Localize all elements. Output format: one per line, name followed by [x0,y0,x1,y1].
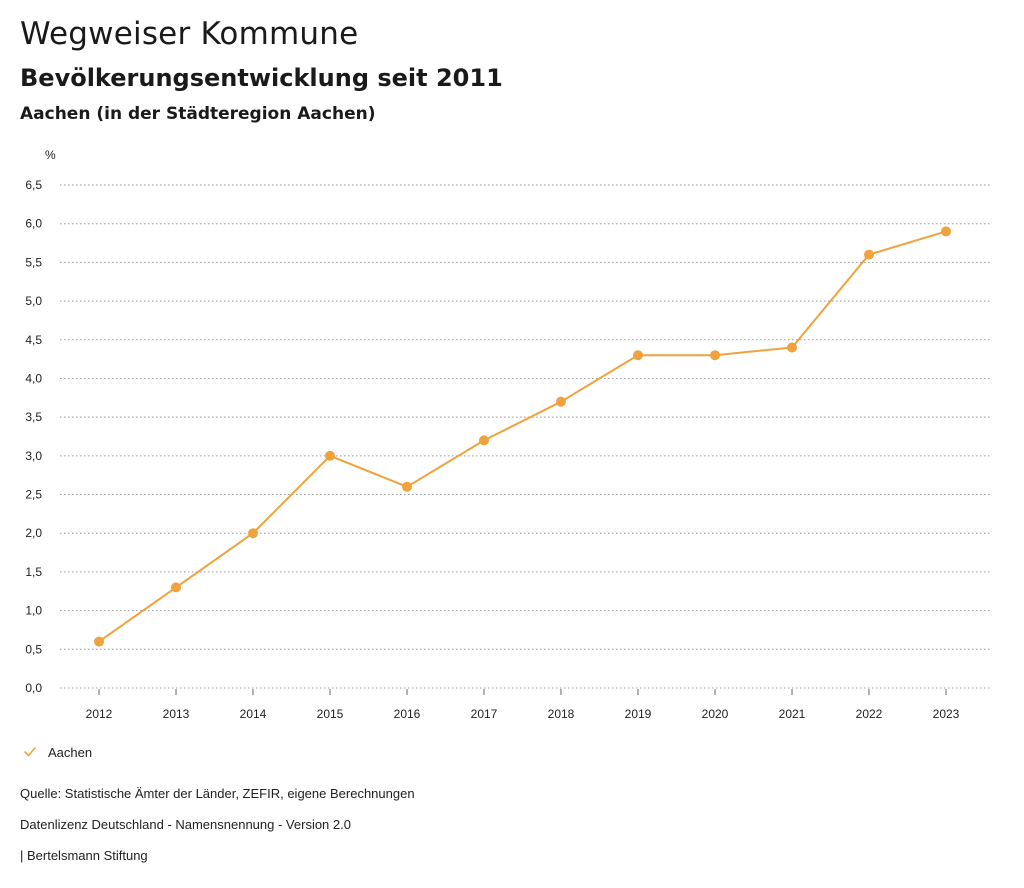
license-note: Datenlizenz Deutschland - Namensnennung … [20,817,351,832]
data-point[interactable] [556,396,566,407]
y-tick-label: 3,5 [25,410,42,424]
chart-subtitle: Bevölkerungsentwicklung seit 2011 [20,64,503,92]
y-tick-label: 0,0 [25,681,42,695]
page-title: Wegweiser Kommune [20,16,359,52]
y-tick-label: 4,5 [25,333,42,347]
data-point[interactable] [171,582,181,593]
y-tick-label: 0,5 [25,642,42,656]
x-tick-label: 2023 [933,707,960,721]
data-point[interactable] [941,226,951,237]
y-tick-label: 5,5 [25,255,42,269]
y-tick-label: 4,0 [25,371,42,385]
x-tick-label: 2018 [548,707,575,721]
x-tick-label: 2012 [86,707,113,721]
x-tick-label: 2013 [163,707,190,721]
data-point[interactable] [402,481,412,492]
data-point[interactable] [710,350,720,361]
x-tick-label: 2017 [471,707,498,721]
data-point[interactable] [479,435,489,446]
y-tick-label: 6,5 [25,178,42,192]
y-tick-label: 6,0 [25,217,42,231]
x-tick-label: 2015 [317,707,344,721]
legend-label-aachen: Aachen [48,744,93,760]
y-tick-label: 1,0 [25,604,42,618]
x-tick-label: 2019 [625,707,652,721]
data-point[interactable] [325,450,335,461]
data-point[interactable] [94,636,104,647]
publisher-note: | Bertelsmann Stiftung [20,848,148,863]
data-point[interactable] [248,528,258,539]
region-label: Aachen (in der Städteregion Aachen) [20,104,376,124]
data-point[interactable] [787,342,797,353]
x-tick-label: 2021 [779,707,806,721]
x-tick-label: 2022 [856,707,883,721]
x-tick-label: 2020 [702,707,729,721]
grid-lines [60,184,990,689]
y-axis-unit-label: % [45,148,56,162]
data-point[interactable] [864,249,874,260]
series-aachen[interactable] [94,226,951,647]
y-tick-label: 5,0 [25,294,42,308]
y-tick-label: 1,5 [25,565,42,579]
data-point[interactable] [633,350,643,361]
x-axis-ticks: 2012 2013 2014 2015 2016 2017 2018 2019 2020 2021… [86,689,960,721]
line-chart: % 0,0 0,5 1,0 1,5 2,0 2,5 3,0 3,5 4,0 4,5 5,0 5,5 6,0… [25,148,990,721]
y-tick-label: 2,5 [25,488,42,502]
y-axis-ticks: % 0,0 0,5 1,0 1,5 2,0 2,5 3,0 3,5 4,0 4,5 5,0 5,5 6,0… [25,148,56,695]
x-tick-label: 2014 [240,707,267,721]
x-tick-label: 2016 [394,707,421,721]
legend-check-icon[interactable] [22,744,38,760]
y-tick-label: 2,0 [25,526,42,540]
y-tick-label: 3,0 [25,449,42,463]
source-note: Quelle: Statistische Ämter der Länder, Z… [20,786,415,801]
series-line-aachen[interactable] [98,230,947,643]
legend[interactable]: Aachen [22,744,92,760]
